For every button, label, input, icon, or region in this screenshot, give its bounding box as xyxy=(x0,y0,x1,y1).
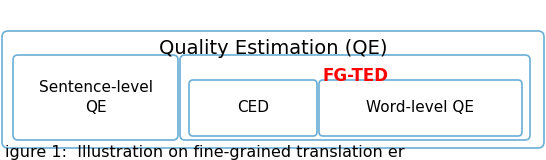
FancyBboxPatch shape xyxy=(2,31,544,148)
FancyBboxPatch shape xyxy=(189,80,317,136)
Text: Word-level QE: Word-level QE xyxy=(366,100,474,116)
Text: FG-TED: FG-TED xyxy=(322,67,388,85)
FancyBboxPatch shape xyxy=(319,80,522,136)
FancyBboxPatch shape xyxy=(180,55,530,140)
Text: Sentence-level
QE: Sentence-level QE xyxy=(39,80,152,116)
Text: igure 1:  Illustration on fine-grained translation er: igure 1: Illustration on fine-grained tr… xyxy=(5,144,405,160)
Text: CED: CED xyxy=(237,100,269,116)
Text: Quality Estimation (QE): Quality Estimation (QE) xyxy=(159,39,387,57)
FancyBboxPatch shape xyxy=(13,55,178,140)
